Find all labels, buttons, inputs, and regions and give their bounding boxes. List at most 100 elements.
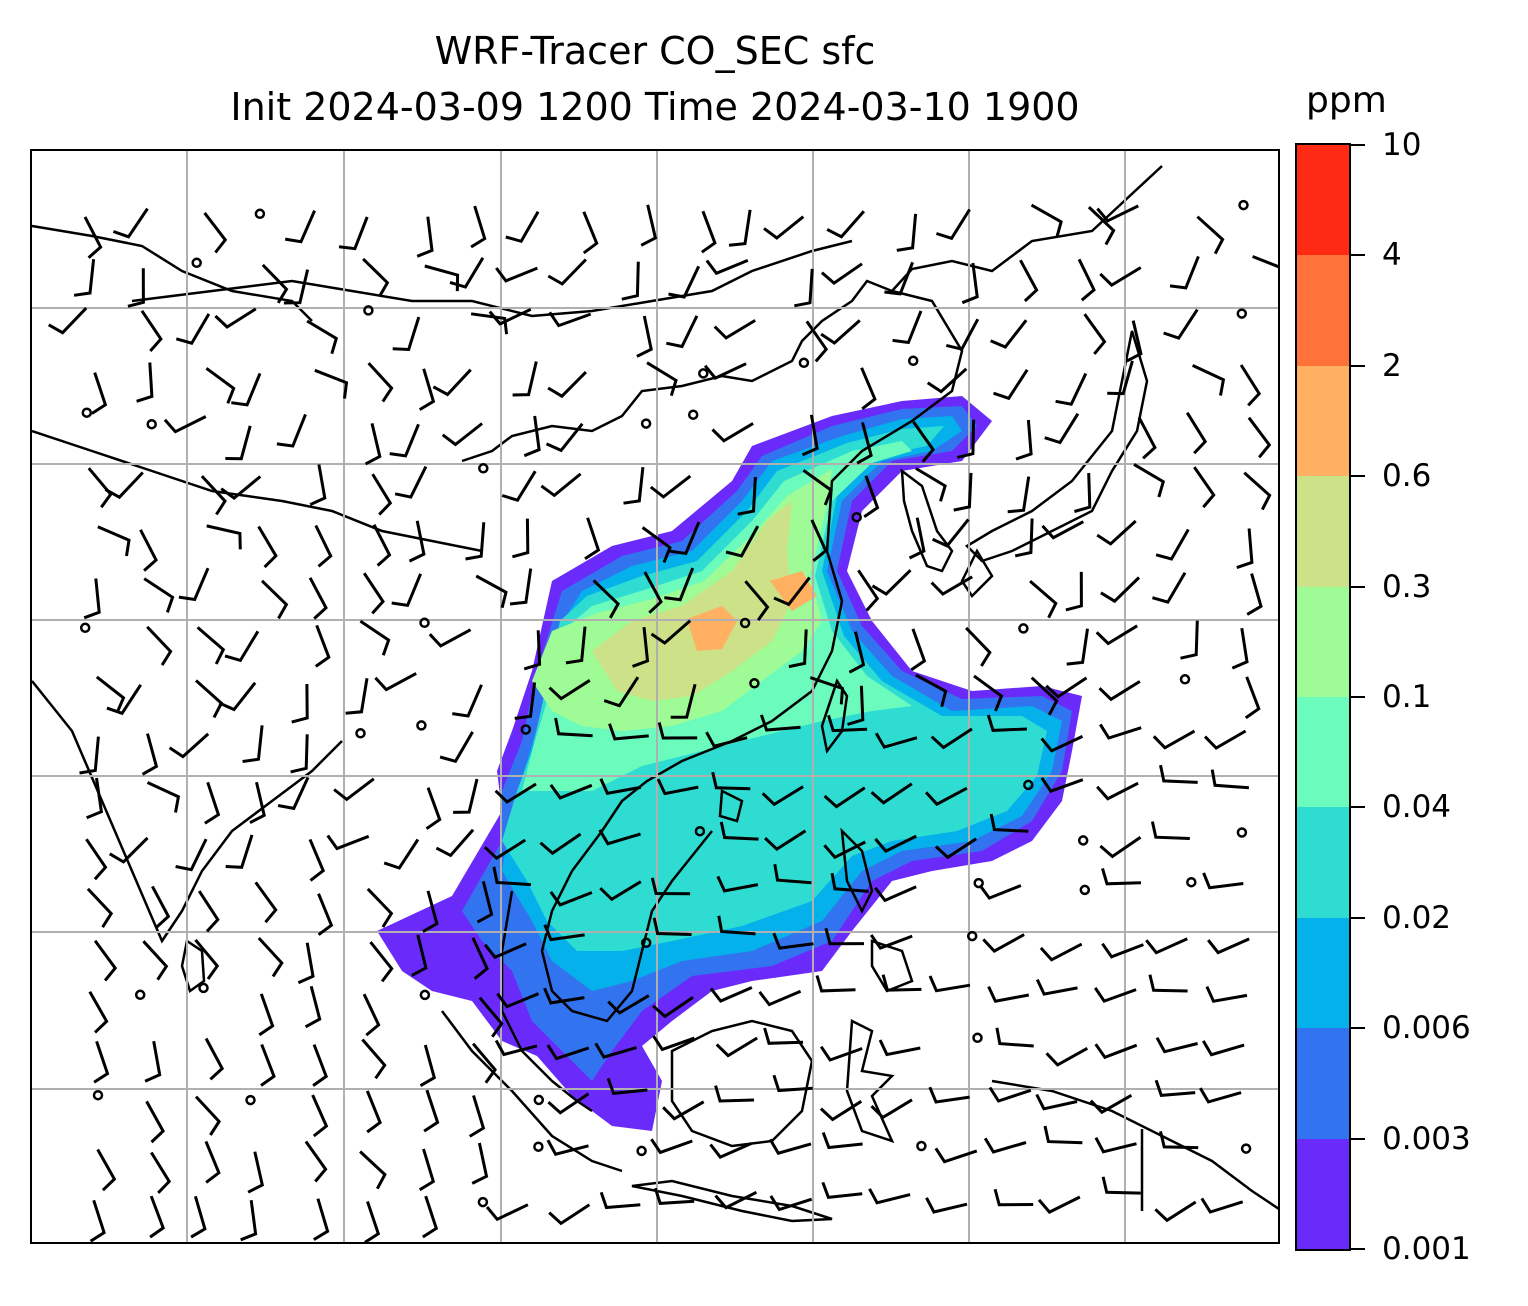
wind-barb xyxy=(719,821,759,841)
wind-barb xyxy=(543,987,585,1005)
wind-barb xyxy=(646,361,678,397)
wind-barb xyxy=(79,736,100,775)
colorbar-segment xyxy=(1297,145,1349,256)
wind-barb xyxy=(945,318,980,351)
calm-wind-marker xyxy=(1240,1143,1252,1154)
wind-barb xyxy=(364,1201,381,1242)
wind-barb xyxy=(548,1203,591,1226)
wind-barb xyxy=(91,372,108,415)
wind-barb xyxy=(656,778,699,796)
wind-barb xyxy=(366,887,394,928)
colorbar-tick xyxy=(1351,254,1365,257)
calm-wind-marker xyxy=(134,989,146,1001)
wind-barb xyxy=(140,309,163,352)
wind-barb xyxy=(1252,255,1278,269)
wind-barb xyxy=(139,529,158,572)
wind-barb xyxy=(1203,729,1247,750)
wind-barb xyxy=(758,989,802,1007)
wind-barb xyxy=(547,258,587,286)
wind-barb xyxy=(1094,1136,1137,1154)
wind-barb xyxy=(1007,476,1031,514)
philippines-mindanao xyxy=(870,939,914,993)
wind-barb xyxy=(260,579,289,620)
wind-barb xyxy=(1101,942,1144,959)
colorbar-tick xyxy=(1351,1027,1365,1030)
wind-barb xyxy=(418,1148,436,1192)
wind-barb xyxy=(1231,627,1249,670)
plume-level-7 xyxy=(687,606,737,651)
wind-barb xyxy=(603,676,640,708)
wind-barb xyxy=(494,782,537,804)
wind-barb xyxy=(146,781,181,813)
wind-barb xyxy=(514,682,537,720)
wind-barb xyxy=(1096,781,1139,801)
wind-barb xyxy=(763,1027,804,1045)
wind-barb xyxy=(1096,519,1137,546)
wind-barb xyxy=(621,261,640,301)
wind-barb xyxy=(709,986,753,1003)
wind-barb xyxy=(1066,628,1089,666)
wind-barb xyxy=(424,264,460,292)
wind-barb xyxy=(711,422,754,443)
map-panel xyxy=(30,149,1280,1244)
wind-barb xyxy=(717,915,756,936)
hainan xyxy=(718,789,744,823)
wind-barb xyxy=(805,320,829,363)
colorbar-unit-label: ppm xyxy=(1306,80,1387,121)
colorbar-tick-label: 0.6 xyxy=(1382,458,1432,495)
wind-barb xyxy=(1055,372,1088,406)
wind-barb xyxy=(993,368,1029,401)
wind-barb xyxy=(338,216,369,251)
wind-barb xyxy=(87,467,113,509)
wind-barb xyxy=(608,723,649,741)
wind-barb xyxy=(308,838,326,882)
wind-barb xyxy=(669,521,701,556)
calm-wind-marker xyxy=(419,617,430,629)
wind-barb xyxy=(764,829,807,851)
wind-barb xyxy=(204,781,221,825)
wind-barb xyxy=(584,517,601,560)
wind-barb xyxy=(653,1187,695,1205)
calm-wind-marker xyxy=(798,357,810,369)
calm-wind-marker xyxy=(478,463,489,474)
wind-barb xyxy=(1035,1093,1078,1111)
calm-wind-marker xyxy=(1238,199,1249,211)
wind-barb xyxy=(1244,676,1261,720)
wind-barb xyxy=(935,208,971,241)
wind-barb xyxy=(640,204,658,247)
wind-barb xyxy=(761,785,804,807)
wind-barb xyxy=(97,525,131,557)
wind-barb xyxy=(848,631,866,674)
wind-barb xyxy=(934,1147,978,1164)
wind-barb xyxy=(291,683,309,724)
wind-barb xyxy=(1030,676,1059,716)
wind-barb xyxy=(1100,576,1141,604)
wind-barb xyxy=(333,777,375,802)
wind-barb xyxy=(709,1142,753,1159)
wind-barb xyxy=(881,974,922,992)
wind-barb xyxy=(127,268,145,308)
wind-barb xyxy=(314,368,349,399)
wind-barb xyxy=(1154,1200,1197,1223)
wind-barb xyxy=(1137,416,1157,460)
wind-barb xyxy=(599,1191,641,1210)
wind-barb xyxy=(995,1027,1034,1048)
colorbar xyxy=(1295,143,1351,1251)
wind-barb xyxy=(290,734,309,774)
wind-barb xyxy=(1191,364,1226,396)
wind-barb xyxy=(471,937,489,980)
wind-barb xyxy=(548,311,592,328)
wind-barb xyxy=(194,1095,221,1136)
wind-barb xyxy=(931,518,970,548)
wind-barb xyxy=(175,313,211,345)
japan-honshu xyxy=(964,330,1149,563)
wind-barb xyxy=(359,1150,387,1190)
wind-barb xyxy=(492,866,531,887)
wind-barb xyxy=(1202,1040,1245,1057)
colorbar-tick-label: 0.02 xyxy=(1382,899,1452,936)
wind-barb xyxy=(312,1044,329,1087)
wind-barb xyxy=(392,316,421,352)
wind-barb xyxy=(523,415,541,458)
colorbar-tick-label: 0.04 xyxy=(1382,789,1452,826)
calm-wind-marker xyxy=(640,418,652,429)
